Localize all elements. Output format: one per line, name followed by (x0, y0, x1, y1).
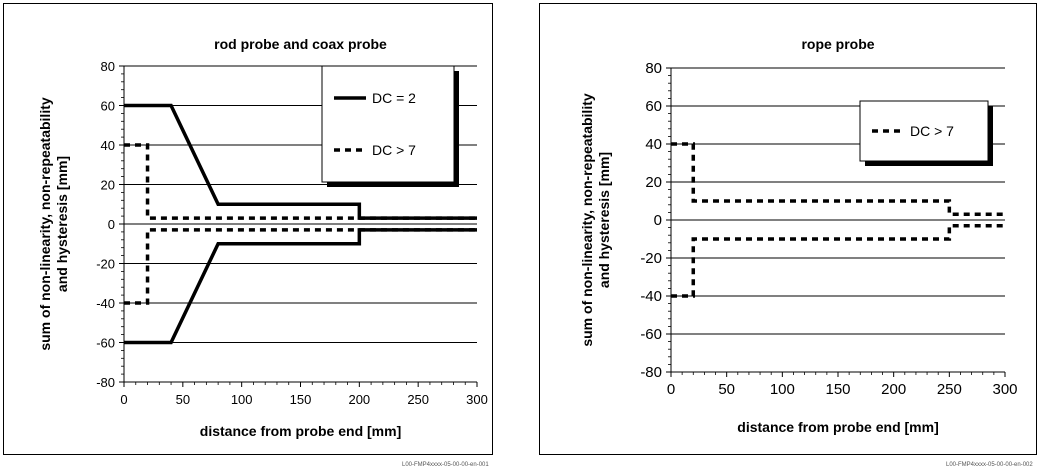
series-line-dc-2 (124, 103, 477, 220)
y-axis-label: and hysteresis [mm] (54, 156, 70, 292)
legend-label: DC = 2 (372, 90, 416, 106)
x-axis-label: distance from probe end [mm] (737, 419, 938, 435)
series-line-dc-gt-7 (671, 223, 1005, 298)
legend-box (321, 65, 455, 183)
y-tick-label: -60 (96, 336, 115, 351)
figure-code-right: L00-FMP4xxxx-05-00-00-en-002 (946, 462, 1033, 468)
y-axis-label: sum of non-linearity, non-repeatability (579, 93, 595, 347)
y-tick-label: 80 (645, 60, 662, 77)
chart-title: rope probe (801, 36, 874, 52)
x-tick-label: 250 (937, 381, 962, 398)
x-tick-label: 100 (770, 381, 795, 398)
chart-title: rod probe and coax probe (214, 36, 387, 52)
figure-code-left: L00-FMP4xxxx-05-00-00-en-001 (402, 462, 489, 468)
y-tick-label: 60 (101, 99, 115, 114)
x-tick-label: 50 (718, 381, 735, 398)
y-tick-label: 20 (645, 174, 662, 191)
y-tick-label: 40 (101, 138, 115, 153)
x-tick-label: 150 (290, 392, 312, 407)
chart-left: -80 -60 -40 -20 0 20 40 60 80 0 50 100 150 200 250 300 r… (37, 36, 488, 439)
y-axis-label: and hysteresis [mm] (596, 152, 612, 288)
legend-box (859, 100, 989, 162)
x-tick-label: 200 (881, 381, 906, 398)
legend-label: DC > 7 (910, 123, 954, 139)
y-tick-label: 60 (645, 98, 662, 115)
y-axis-label: sum of non-linearity, non-repeatability (37, 97, 53, 351)
y-tick-label: -60 (640, 326, 662, 343)
chart-panel-left: -80 -60 -40 -20 0 20 40 60 80 0 50 100 150 200 250 300 r… (3, 3, 493, 455)
y-tick-label: -80 (96, 375, 115, 390)
y-tick-label: 80 (101, 59, 115, 74)
y-tick-label: -40 (640, 288, 662, 305)
chart-right: -80 -60 -40 -20 0 20 40 60 80 0 50 100 150 200 250 300 r… (579, 36, 1018, 435)
legend-label: DC > 7 (372, 142, 416, 158)
x-tick-label: 300 (466, 392, 488, 407)
y-tick-label: -20 (640, 250, 662, 267)
chart-panel-right: -80 -60 -40 -20 0 20 40 60 80 0 50 100 150 200 250 300 r… (539, 3, 1037, 455)
x-tick-label: 50 (176, 392, 190, 407)
x-tick-label: 0 (120, 392, 127, 407)
y-tick-label: -20 (96, 257, 115, 272)
y-tick-label: -80 (640, 364, 662, 381)
x-tick-label: 200 (348, 392, 370, 407)
y-tick-label: 0 (108, 217, 115, 232)
x-tick-label: 0 (667, 381, 675, 398)
x-tick-label: 300 (992, 381, 1017, 398)
series-line-dc-gt-7 (124, 228, 477, 305)
y-tick-label: 0 (654, 212, 662, 229)
x-tick-label: 150 (825, 381, 850, 398)
x-tick-label: 100 (231, 392, 253, 407)
series-line-dc-gt-7 (671, 142, 1005, 217)
series-line-dc-gt-7 (124, 143, 477, 220)
series-line-dc-2 (124, 228, 477, 345)
y-tick-label: 40 (645, 136, 662, 153)
y-tick-label: 20 (101, 178, 115, 193)
x-axis-label: distance from probe end [mm] (200, 423, 401, 439)
x-tick-label: 250 (407, 392, 429, 407)
y-tick-label: -40 (96, 296, 115, 311)
